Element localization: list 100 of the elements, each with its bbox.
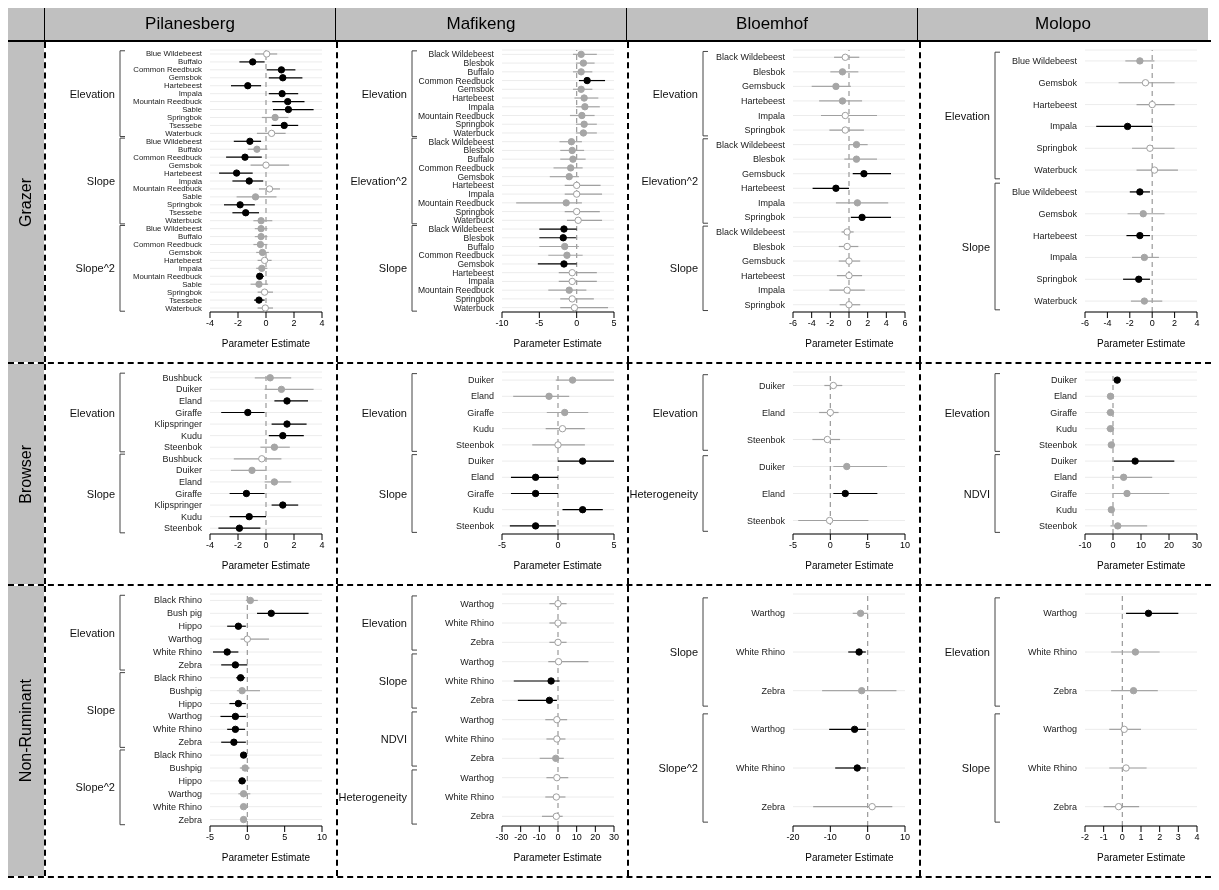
text: Slope^2 [659, 762, 699, 774]
x-axis-title: Parameter Estimate [220, 852, 312, 863]
y-tick-label: Duiker [1051, 456, 1078, 467]
y-tick-label: Gemsbuck [742, 81, 786, 92]
y-tick-label: Klipspringer [154, 500, 202, 511]
y-tick-label: Kudu [1056, 504, 1078, 515]
y-tick-label: Eland [470, 472, 494, 483]
x-tick-label: 2 [291, 318, 297, 329]
x-tick-label: 6 [902, 318, 908, 329]
y-tick-label: White Rhino [152, 801, 202, 812]
y-tick-label: Warthog [460, 714, 494, 725]
y-tick-label: Blesbok [753, 66, 786, 77]
y-tick-label: Steenbok [455, 520, 495, 531]
y-tick-label: Impala [468, 276, 494, 287]
y-tick-label: Steenbok [1039, 520, 1078, 531]
y-tick-label: Duiker [175, 384, 202, 395]
x-tick-label: -10 [824, 832, 838, 843]
text: Elevation [944, 109, 991, 122]
y-tick-label: Zebra [761, 801, 786, 812]
y-tick-label: Eland [762, 488, 786, 499]
y-tick-label: Springbok [1036, 143, 1078, 154]
y-tick-label: Eland [470, 391, 494, 402]
y-tick-label: Bush pig [166, 608, 202, 619]
x-tick-label: 10 [900, 540, 911, 551]
y-tick-label: Black Rhino [153, 672, 202, 683]
x-axis-title: Parameter Estimate [1096, 852, 1187, 863]
x-tick-label: 2 [291, 540, 297, 551]
y-tick-label: Zebra [761, 685, 786, 696]
x-tick-label: -30 [495, 832, 509, 843]
x-tick-label: 4 [319, 540, 325, 551]
y-tick-label: Hartebeest [1033, 230, 1078, 241]
text: NDVI [963, 487, 991, 500]
y-tick-label: White Rhino [736, 647, 786, 657]
y-tick-label: Duiker [467, 375, 494, 386]
x-tick-label: 0 [573, 318, 579, 329]
chart-title: Mafikeng [335, 8, 626, 40]
x-tick-label: 4 [884, 318, 890, 329]
x-tick-label: -1 [1099, 832, 1108, 843]
y-tick-label: Gemsbuck [742, 168, 786, 179]
x-tick-label: -20 [786, 832, 800, 843]
y-tick-label: Waterbuck [1034, 296, 1078, 307]
y-tick-label: Giraffe [466, 488, 494, 499]
x-tick-label: -6 [1081, 318, 1090, 329]
y-tick-label: Blesbok [753, 154, 786, 165]
x-tick-label: 0 [828, 540, 834, 551]
text: Slope^2 [75, 262, 115, 275]
y-tick-label: White Rhino [444, 618, 494, 628]
y-tick-label: Blesbok [463, 58, 495, 69]
x-tick-label: 0 [1110, 540, 1116, 551]
y-tick-label: Warthog [168, 634, 202, 645]
y-tick-label: Giraffe [1050, 488, 1078, 499]
x-axis-title: Parameter Estimate [1096, 338, 1187, 349]
x-tick-label: 10 [1136, 540, 1147, 551]
y-tick-label: White Rhino [444, 792, 494, 802]
y-axis-title: Non-Ruminant [16, 679, 35, 783]
y-tick-label: Giraffe [175, 488, 202, 499]
x-tick-label: -4 [205, 318, 214, 329]
y-tick-label: Zebra [178, 814, 202, 825]
x-tick-label: 5 [611, 318, 617, 329]
y-tick-label: Gemsbuck [742, 256, 786, 267]
x-tick-label: -2 [233, 540, 242, 551]
x-tick-label: 20 [590, 832, 601, 843]
y-tick-label: Black Wildebeest [716, 139, 786, 150]
y-tick-label: Steenbok [163, 442, 203, 453]
x-tick-label: 2 [1172, 318, 1178, 329]
y-tick-label: Black Rhino [153, 750, 202, 761]
x-tick-label: 30 [1192, 540, 1203, 551]
text: Elevation [69, 87, 115, 100]
text: Elevation [944, 406, 991, 419]
y-tick-label: Black Wildebeest [428, 136, 495, 147]
x-tick-label: -4 [1103, 318, 1112, 329]
x-tick-label: 4 [1194, 832, 1200, 843]
y-tick-label: Duiker [759, 461, 786, 472]
x-tick-label: 10 [571, 832, 582, 843]
text: Slope [86, 487, 115, 500]
y-tick-label: Hartebeest [451, 267, 495, 278]
x-tick-label: 0 [263, 318, 269, 329]
x-tick-label: 0 [865, 832, 871, 843]
text: Slope [670, 646, 699, 658]
text: Elevation [69, 406, 115, 419]
y-tick-label: Bushbuck [162, 372, 203, 383]
y-tick-label: Eland [178, 395, 202, 406]
y-tick-label: Mountain Reedbuck [417, 197, 495, 208]
x-tick-label: 0 [1120, 832, 1126, 843]
y-tick-label: Klipspringer [154, 419, 202, 430]
y-tick-label: Kudu [180, 511, 202, 522]
y-tick-label: Impala [758, 197, 786, 208]
text: Elevation^2 [641, 175, 699, 187]
y-tick-label: Blesbok [463, 232, 495, 243]
y-tick-label: Common Reedbuck [418, 162, 495, 173]
y-tick-label: Hartebeest [741, 183, 786, 194]
x-tick-label: 20 [1164, 540, 1175, 551]
x-axis-title: Parameter Estimate [804, 852, 895, 863]
y-tick-label: Blue Wildebeest [1012, 186, 1078, 197]
x-axis-title: Parameter Estimate [220, 338, 312, 349]
x-tick-label: -10 [495, 318, 509, 329]
y-tick-label: Impala [758, 285, 786, 296]
y-tick-label: Hippo [178, 621, 202, 632]
x-tick-label: 0 [1149, 318, 1155, 329]
y-tick-label: Springbok [455, 293, 495, 304]
